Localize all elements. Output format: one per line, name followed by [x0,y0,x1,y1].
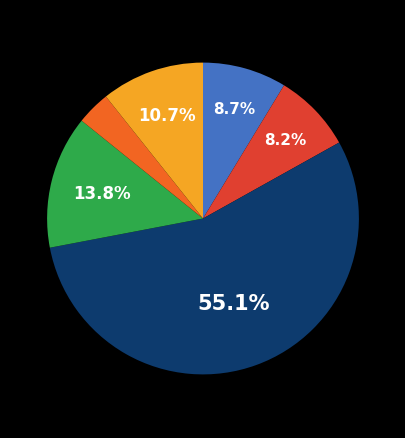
Text: 10.7%: 10.7% [138,107,195,125]
Wedge shape [50,143,358,374]
Wedge shape [202,86,338,219]
Wedge shape [47,121,202,248]
Text: 55.1%: 55.1% [197,294,269,314]
Wedge shape [202,64,284,219]
Text: 8.2%: 8.2% [263,133,305,148]
Wedge shape [81,97,202,219]
Wedge shape [106,64,202,219]
Text: 8.7%: 8.7% [212,102,254,117]
Text: 13.8%: 13.8% [72,185,130,203]
